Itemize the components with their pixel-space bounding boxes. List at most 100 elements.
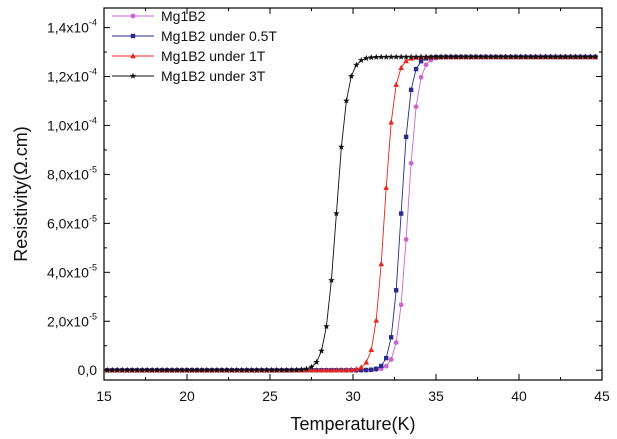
data-point [228, 366, 236, 373]
data-point [388, 335, 394, 340]
series-line [107, 56, 596, 371]
data-point [138, 366, 146, 373]
data-point [502, 53, 509, 60]
y-tick-label: 1,0x10-4 [47, 115, 97, 133]
data-point [129, 366, 136, 373]
data-point [293, 366, 300, 373]
axes-layer: 15 20 25 30 35 40 45 0,0 2,0x10-5 4,0x10-5 6,0x10-… [47, 8, 610, 404]
data-point [442, 53, 450, 60]
data-point [403, 58, 409, 64]
data-point [243, 366, 250, 373]
data-point [567, 53, 574, 60]
data-point [379, 363, 384, 369]
y-tick-label: 0,0 [78, 362, 98, 378]
legend-marker [130, 53, 136, 59]
data-point [577, 53, 584, 60]
legend-marker [130, 33, 136, 39]
data-point [363, 359, 370, 365]
data-point [378, 260, 385, 267]
data-point [383, 184, 389, 190]
data-point [188, 366, 196, 373]
data-point [373, 317, 380, 323]
data-point [383, 363, 389, 369]
data-point [348, 72, 355, 79]
data-point [572, 53, 579, 60]
series-3 [104, 53, 599, 373]
data-point [308, 363, 315, 370]
y-tick-label: 1,2x10-4 [47, 67, 97, 85]
legend-marker [130, 13, 136, 19]
data-point [178, 366, 186, 373]
data-point [198, 366, 206, 373]
data-point [537, 53, 544, 60]
data-point [384, 355, 389, 361]
data-point [368, 54, 375, 61]
x-tick-label: 25 [262, 388, 278, 404]
data-point [263, 366, 270, 373]
data-point [333, 210, 340, 217]
data-point [373, 53, 380, 60]
data-point [403, 134, 409, 140]
data-point [547, 53, 554, 60]
data-point [313, 358, 320, 365]
x-tick-label: 15 [96, 388, 112, 404]
data-point [392, 53, 400, 60]
data-point [487, 53, 494, 60]
data-point [374, 366, 379, 371]
data-point [587, 53, 594, 60]
data-point [223, 366, 231, 373]
data-point [288, 366, 295, 373]
data-point [407, 53, 415, 60]
data-point [359, 367, 364, 373]
data-point [462, 53, 470, 60]
data-point [517, 53, 524, 60]
data-point [432, 53, 440, 60]
data-point [522, 53, 529, 60]
data-point [412, 53, 420, 60]
x-tick-label: 20 [179, 388, 195, 404]
data-point [408, 160, 414, 166]
data-point [452, 53, 460, 60]
data-point [393, 340, 399, 345]
data-point [213, 366, 221, 373]
data-point [398, 211, 404, 216]
data-point [398, 64, 404, 70]
series-2 [105, 54, 598, 373]
data-layer [104, 53, 599, 373]
data-point [393, 288, 399, 293]
legend-label: Mg1B2 under 1T [161, 48, 266, 64]
data-point [592, 53, 599, 60]
data-point [388, 357, 394, 362]
data-point [378, 53, 385, 60]
y-axis-title: Resistivity(Ω.cm) [11, 126, 31, 261]
series-1 [104, 54, 598, 373]
data-point [258, 366, 265, 373]
data-point [318, 347, 325, 354]
y-tick-label: 2,0x10-5 [47, 311, 97, 329]
data-point [303, 365, 310, 372]
legend-label: Mg1B2 under 0.5T [161, 28, 277, 44]
data-point [363, 54, 370, 61]
legend-label: Mg1B2 under 3T [161, 68, 266, 84]
data-point [158, 366, 166, 373]
data-point [328, 276, 335, 283]
data-point [472, 53, 480, 60]
data-point [408, 87, 414, 93]
data-point [328, 367, 335, 373]
data-point [557, 53, 564, 60]
legend-item: Mg1B2 [112, 8, 206, 24]
data-point [413, 66, 419, 72]
data-point [582, 53, 589, 60]
series-line [107, 56, 596, 371]
data-point [268, 366, 275, 373]
data-point [427, 53, 435, 60]
data-point [457, 53, 465, 60]
data-point [467, 53, 475, 60]
y-tick-label: 8,0x10-5 [47, 164, 97, 182]
data-point [119, 366, 126, 373]
data-point [358, 364, 365, 370]
data-point [512, 53, 519, 60]
legend-item: Mg1B2 under 3T [112, 68, 266, 84]
y-tick-label: 4,0x10-5 [47, 262, 97, 280]
data-point [527, 53, 534, 60]
